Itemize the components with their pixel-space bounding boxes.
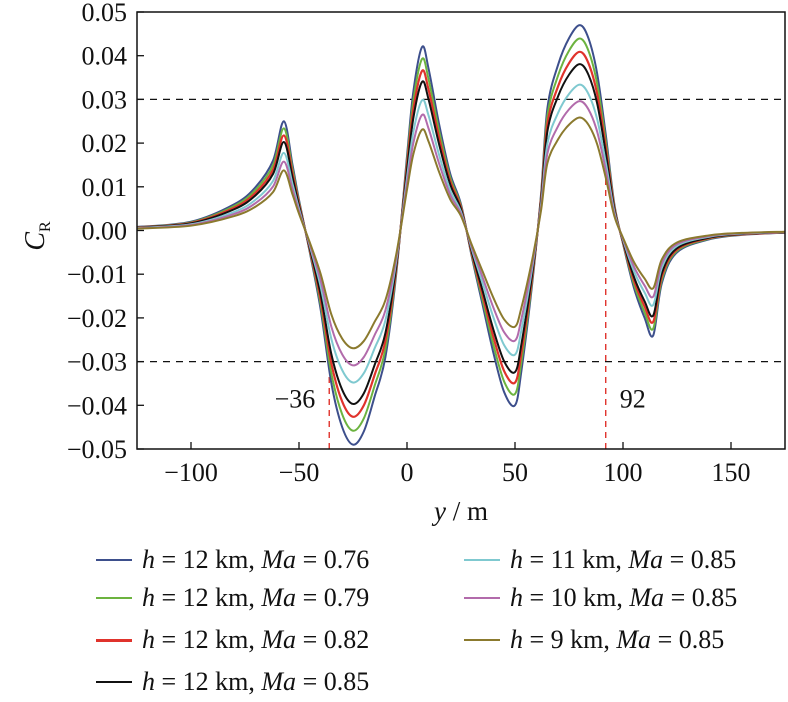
legend-item: h = 11 km, Ma = 0.85	[464, 540, 736, 580]
x-tick-label: −50	[279, 458, 320, 487]
y-tick-label: −0.02	[67, 304, 127, 333]
annotations: −36 92	[275, 384, 646, 413]
annotation-right: 92	[620, 384, 646, 413]
legend-label: h = 12 km, Ma = 0.85	[142, 667, 370, 696]
legend-label: h = 10 km, Ma = 0.85	[510, 583, 738, 612]
legend-item: h = 9 km, Ma = 0.85	[464, 620, 724, 660]
legend-swatch	[96, 559, 132, 561]
legend-swatch	[96, 638, 132, 642]
legend-label: h = 12 km, Ma = 0.76	[142, 545, 370, 574]
axis-ticks	[137, 11, 732, 450]
series-layer	[137, 24, 785, 446]
legend-label: h = 12 km, Ma = 0.79	[142, 583, 370, 612]
x-tick-label: −100	[164, 458, 218, 487]
legend-item: h = 12 km, Ma = 0.82	[96, 620, 369, 660]
series-line-3	[137, 63, 785, 405]
y-tick-label: 0.03	[82, 85, 128, 114]
y-tick-label: 0.05	[82, 0, 128, 27]
x-tick-label: 0	[401, 458, 414, 487]
annotation-left: −36	[275, 384, 316, 413]
legend-item: h = 12 km, Ma = 0.79	[96, 578, 369, 618]
y-tick-label: −0.05	[67, 435, 127, 464]
x-tick-label: 100	[604, 458, 643, 487]
x-tick-label: 50	[502, 458, 528, 487]
y-tick-label: 0.02	[82, 129, 128, 158]
plot-frame	[136, 11, 786, 450]
y-tick-label: −0.03	[67, 348, 127, 377]
y-tick-label: 0.01	[82, 173, 128, 202]
line-chart: −100 −50 0 50 100 150 0.05 0.04 0.03 0.02 0.01 0.00…	[20, 0, 786, 526]
x-tick-label: 150	[712, 458, 751, 487]
y-tick-label: −0.04	[67, 391, 127, 420]
legend: h = 12 km, Ma = 0.76 h = 12 km, Ma = 0.79…	[0, 532, 788, 697]
legend-label: h = 12 km, Ma = 0.82	[142, 625, 370, 654]
tick-labels: −100 −50 0 50 100 150 0.05 0.04 0.03 0.02 0.01 0.00…	[67, 0, 751, 487]
legend-swatch	[464, 597, 500, 599]
reference-lines	[137, 98, 785, 449]
legend-label: h = 9 km, Ma = 0.85	[510, 625, 725, 654]
legend-label: h = 11 km, Ma = 0.85	[510, 545, 737, 574]
legend-swatch	[464, 559, 500, 561]
x-axis-label: y / m	[431, 496, 488, 526]
y-tick-label: −0.01	[67, 260, 127, 289]
legend-item: h = 12 km, Ma = 0.76	[96, 540, 369, 580]
legend-swatch	[96, 681, 132, 683]
y-axis-label: CR	[20, 221, 54, 251]
series-line-0	[137, 24, 785, 446]
legend-swatch	[96, 597, 132, 599]
y-tick-label: 0.00	[82, 217, 128, 246]
legend-item: h = 10 km, Ma = 0.85	[464, 578, 737, 618]
series-line-1	[137, 37, 785, 432]
series-line-5	[137, 100, 785, 367]
series-line-4	[137, 83, 785, 384]
series-line-6	[137, 116, 785, 350]
y-tick-label: 0.04	[82, 42, 128, 71]
legend-item: h = 12 km, Ma = 0.85	[96, 662, 369, 702]
legend-swatch	[464, 639, 500, 641]
